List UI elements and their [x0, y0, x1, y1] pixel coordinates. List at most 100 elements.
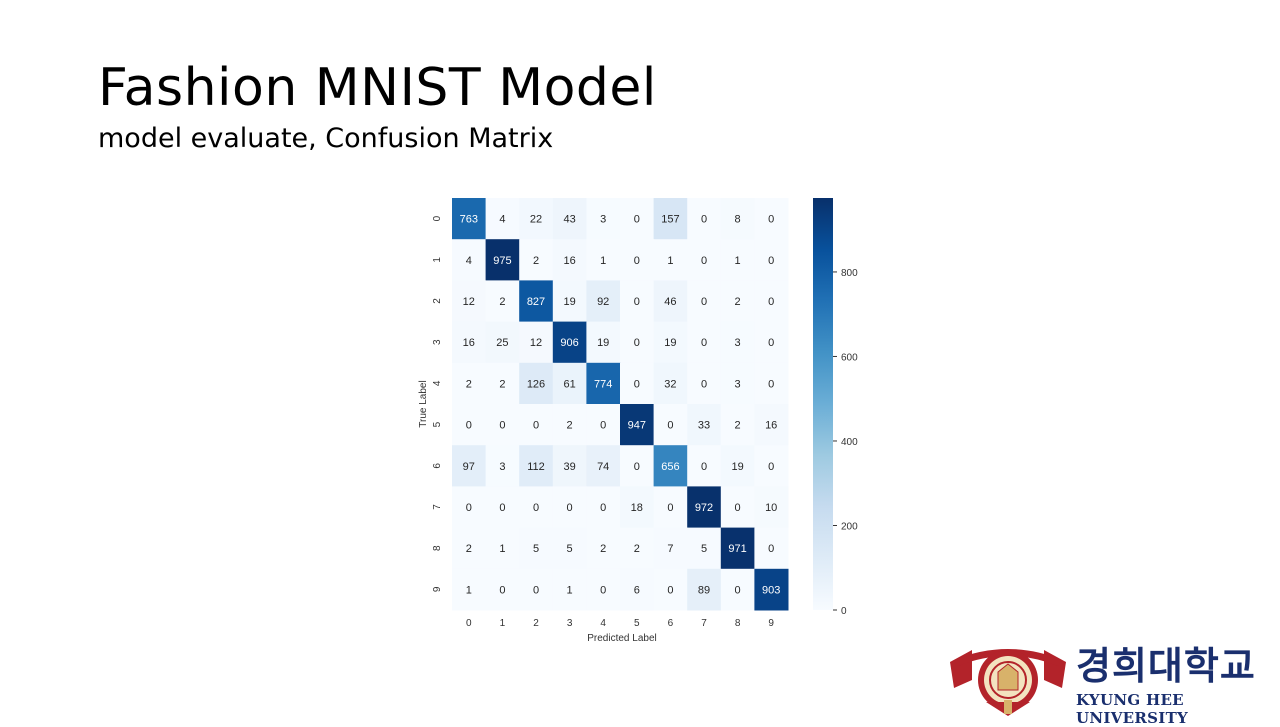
cell-value-label: 0	[634, 337, 640, 349]
heatmap-cell	[620, 527, 655, 570]
cell-value-label: 0	[768, 337, 774, 349]
cell-value-label: 2	[600, 543, 606, 555]
cell-value-label: 2	[567, 420, 573, 432]
heatmap-cell	[653, 527, 688, 570]
heatmap-cell	[754, 527, 789, 570]
heatmap-cell	[519, 321, 554, 364]
heatmap-cell	[653, 404, 688, 446]
heatmap-cell	[519, 486, 554, 529]
heatmap-cell	[687, 568, 722, 611]
heatmap-cell	[519, 568, 554, 611]
cell-value-label: 5	[533, 543, 539, 555]
confusion-matrix-heatmap: 763 4 22 43 3 0 157 0 8 04 975 2 16 1 0 1 0 1 012 2 827 19 92 0…	[418, 198, 858, 644]
heatmap-cell	[754, 362, 789, 405]
cell-value-label: 22	[530, 214, 542, 226]
cell-value-label: 12	[463, 296, 475, 308]
university-logo: 경희대학교 KYUNG HEE UNIVERSITY	[946, 640, 1276, 727]
cell-value-label: 12	[530, 337, 542, 349]
cell-value-label: 906	[560, 337, 578, 349]
heatmap-cell	[687, 239, 722, 281]
heatmap-cell	[586, 445, 621, 487]
cell-value-label: 46	[664, 296, 676, 308]
heatmap-cell	[754, 321, 789, 364]
heatmap-cell	[754, 568, 789, 611]
heatmap-cell	[552, 486, 587, 529]
heatmap-cell	[720, 568, 755, 611]
colorbar-tick-label: 800	[841, 268, 858, 279]
cell-value-label: 656	[661, 461, 679, 473]
cell-value-label: 126	[527, 378, 545, 390]
heatmap-cell	[452, 280, 487, 323]
cell-value-label: 0	[466, 420, 472, 432]
heatmap-cell	[586, 568, 621, 611]
heatmap-cell	[720, 280, 755, 323]
heatmap-cell	[552, 280, 587, 323]
slide-subtitle: model evaluate, Confusion Matrix	[98, 123, 554, 154]
cell-value-label: 0	[600, 584, 606, 596]
heatmap-cell	[720, 239, 755, 281]
heatmap-cell	[519, 362, 554, 405]
cell-value-label: 1	[600, 255, 606, 267]
heatmap-cell	[485, 198, 520, 240]
heatmap-cell	[552, 362, 587, 405]
heatmap-cell	[620, 239, 655, 281]
heatmap-cell	[452, 239, 487, 281]
heatmap-cell	[720, 198, 755, 240]
x-tick-label: 1	[500, 618, 506, 629]
y-tick-label: 2	[432, 298, 443, 304]
heatmap-cell	[720, 445, 755, 487]
cell-value-label: 1	[466, 584, 472, 596]
cell-value-label: 827	[527, 296, 545, 308]
cell-value-label: 2	[466, 378, 472, 390]
university-name-english: KYUNG HEE UNIVERSITY	[1076, 691, 1189, 727]
cell-value-label: 43	[563, 214, 575, 226]
heatmap-cell	[586, 280, 621, 323]
cell-value-label: 0	[768, 378, 774, 390]
cell-value-label: 0	[634, 255, 640, 267]
cell-value-label: 16	[463, 337, 475, 349]
y-tick-labels: 0 1 2 3 4 5 6 7 8 9	[432, 215, 443, 592]
cell-value-label: 39	[563, 461, 575, 473]
x-tick-label: 5	[634, 618, 640, 629]
colorbar-tick-label: 600	[841, 352, 858, 363]
heatmap-cell	[653, 198, 688, 240]
cell-value-label: 0	[701, 214, 707, 226]
heatmap-cell	[586, 321, 621, 364]
cell-value-label: 0	[567, 502, 573, 514]
heatmap-cell	[720, 527, 755, 570]
cell-value-label: 0	[768, 296, 774, 308]
x-tick-label: 9	[768, 618, 774, 629]
colorbar	[813, 198, 833, 610]
cell-value-label: 2	[735, 296, 741, 308]
heatmap-cell	[485, 445, 520, 487]
cell-value-label: 0	[667, 584, 673, 596]
cell-value-label: 0	[768, 255, 774, 267]
cell-value-label: 1	[735, 255, 741, 267]
heatmap-cell	[720, 321, 755, 364]
heatmap-cell	[687, 321, 722, 364]
heatmap-cell	[552, 568, 587, 611]
x-tick-label: 3	[567, 618, 573, 629]
heatmap-cell	[452, 321, 487, 364]
cell-value-label: 3	[735, 337, 741, 349]
cell-value-label: 0	[701, 461, 707, 473]
cell-value-label: 4	[466, 255, 472, 267]
heatmap-cell	[552, 527, 587, 570]
cell-value-label: 92	[597, 296, 609, 308]
heatmap-cell	[754, 198, 789, 240]
heatmap-cell	[452, 198, 487, 240]
heatmap-cell	[552, 239, 587, 281]
x-axis-label: Predicted Label	[587, 633, 657, 644]
cell-value-label: 157	[661, 214, 679, 226]
heatmap-cell	[485, 486, 520, 529]
slide-title: Fashion MNIST Model	[98, 58, 657, 118]
y-tick-label: 4	[432, 380, 443, 386]
cell-value-label: 0	[600, 502, 606, 514]
cell-value-label: 0	[533, 584, 539, 596]
heatmap-cell	[653, 321, 688, 364]
heatmap-cell	[653, 280, 688, 323]
cell-value-label: 19	[664, 337, 676, 349]
heatmap-cell	[519, 527, 554, 570]
cell-value-label: 5	[701, 543, 707, 555]
cell-value-label: 3	[499, 461, 505, 473]
